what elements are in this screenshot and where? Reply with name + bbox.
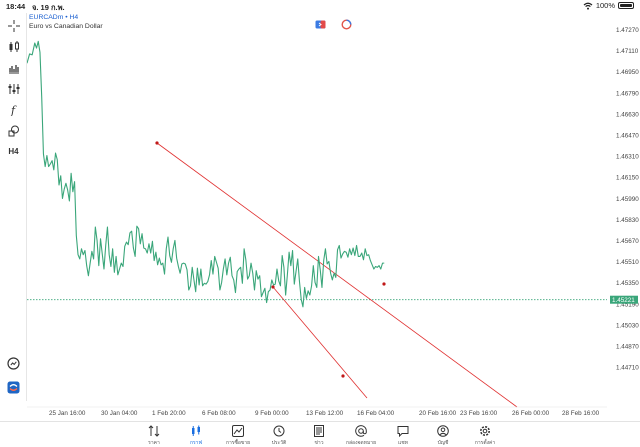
price-series-line (26, 40, 385, 308)
price-tick-label: 1.45190 (616, 301, 639, 308)
status-date: จ. 19 ก.พ. (32, 3, 65, 12)
objects-icon[interactable] (4, 122, 23, 139)
search-icon[interactable] (4, 355, 23, 372)
price-tick-label: 1.45350 (616, 280, 639, 287)
indicators-icon[interactable] (4, 80, 23, 97)
nav-settings-label: การตั้งค่า (474, 440, 496, 446)
lower-trend-line[interactable] (272, 286, 368, 399)
status-bar: 18:44 จ. 19 ก.พ. 100% (0, 0, 640, 13)
nav-mailbox-label: กล่องจดหมาย (345, 440, 377, 446)
nav-chat[interactable]: แชท (385, 424, 421, 447)
time-tick-label: 13 Feb 12:00 (306, 410, 344, 417)
lower-trend-line-anchor[interactable] (271, 285, 275, 289)
price-tick-label: 1.45510 (616, 259, 639, 266)
mailbox-icon (343, 424, 379, 438)
nav-quotes[interactable]: ราคา (136, 424, 172, 447)
bars-icon[interactable] (4, 59, 23, 76)
time-tick-label: 6 Feb 08:00 (202, 410, 236, 417)
price-tick-label: 1.47270 (616, 27, 639, 34)
status-time: 18:44 (6, 2, 26, 11)
crosshair-icon[interactable] (4, 17, 23, 34)
price-axis: 1.47270 1.47110 1.46950 1.46790 1.46630 1.464… (616, 27, 639, 372)
price-tick-label: 1.44710 (616, 365, 639, 372)
nav-trade[interactable]: การซื้อขาย (220, 424, 256, 447)
chat-icon (385, 424, 421, 438)
time-tick-label: 23 Feb 16:00 (460, 410, 498, 417)
timeframe-label: H4 (8, 147, 19, 156)
time-tick-label: 25 Jan 16:00 (49, 410, 86, 417)
price-tick-label: 1.46790 (616, 90, 639, 97)
wifi-icon (583, 2, 593, 10)
price-chart[interactable]: 1.47270 1.47110 1.46950 1.46790 1.46630 1.464… (26, 13, 640, 421)
nav-mailbox[interactable]: กล่องจดหมาย (343, 424, 379, 447)
lower-trend-line-anchor[interactable] (341, 374, 345, 378)
symbol-description: Euro vs Canadian Dollar (29, 22, 103, 30)
nav-account-label: บัญชี (437, 440, 449, 446)
left-toolbar: f H4 (0, 13, 27, 401)
news-icon (301, 424, 337, 438)
history-icon (261, 424, 297, 438)
candles-icon[interactable] (4, 38, 23, 55)
nav-quotes-label: ราคา (148, 440, 160, 446)
trade-icon (220, 424, 256, 438)
price-tick-label: 1.46310 (616, 154, 639, 161)
price-tick-label: 1.45670 (616, 238, 639, 245)
price-tick-label: 1.44870 (616, 344, 639, 351)
time-tick-label: 16 Feb 04:00 (357, 410, 395, 417)
price-tick-label: 1.46150 (616, 175, 639, 182)
battery-icon (618, 2, 634, 9)
settings-icon (467, 424, 503, 438)
account-icon (425, 424, 461, 438)
nav-chart[interactable]: กราฟ (178, 424, 214, 447)
nav-history[interactable]: ประวัติ (261, 424, 297, 447)
bottom-navigation: ราคา กราฟ การซื้อขาย ประวัติ ข่าว กล่องจ… (0, 421, 640, 447)
one-click-trade-icon[interactable] (314, 19, 326, 29)
status-right: 100% (583, 1, 634, 10)
chart-icon (178, 424, 214, 438)
price-tick-label: 1.46470 (616, 133, 639, 140)
price-tick-label: 1.46630 (616, 111, 639, 118)
quotes-icon (136, 424, 172, 438)
price-tick-label: 1.45830 (616, 217, 639, 224)
nav-history-label: ประวัติ (271, 440, 287, 446)
upper-trend-line-anchor[interactable] (155, 141, 159, 145)
nav-chart-label: กราฟ (189, 440, 203, 446)
symbol-title[interactable]: EURCADm • H4 (29, 14, 79, 21)
nav-news-label: ข่าว (314, 440, 324, 446)
nav-chat-label: แชท (398, 440, 408, 446)
nav-news[interactable]: ข่าว (301, 424, 337, 447)
price-tick-label: 1.47110 (616, 48, 639, 55)
time-axis: 25 Jan 16:00 30 Jan 04:00 1 Feb 20:00 6 Feb… (49, 410, 600, 417)
symbol-header: EURCADm • H4 Euro vs Canadian Dollar (29, 14, 103, 31)
svg-text:f: f (10, 104, 17, 116)
time-tick-label: 9 Feb 00:00 (255, 410, 289, 417)
chart-area[interactable]: 1.47270 1.47110 1.46950 1.46790 1.46630 1.464… (26, 13, 640, 421)
time-tick-label: 26 Feb 00:00 (512, 410, 550, 417)
time-tick-label: 30 Jan 04:00 (101, 410, 138, 417)
trend-lines (155, 141, 518, 408)
price-tick-label: 1.45030 (616, 322, 639, 329)
battery-percent: 100% (595, 1, 615, 10)
upper-trend-line[interactable] (156, 142, 518, 408)
price-tick-label: 1.46950 (616, 69, 639, 76)
upper-trend-line-anchor[interactable] (382, 282, 386, 286)
current-price-tag: 1.45221 (610, 295, 638, 304)
time-tick-label: 28 Feb 16:00 (562, 410, 600, 417)
price-tick-label: 1.45990 (616, 196, 639, 203)
current-price-label: 1.45221 (612, 297, 635, 304)
app-logo-icon[interactable] (4, 379, 23, 396)
sync-icon[interactable] (340, 18, 352, 30)
nav-settings[interactable]: การตั้งค่า (467, 424, 503, 447)
time-tick-label: 20 Feb 16:00 (419, 410, 457, 417)
nav-account[interactable]: บัญชี (425, 424, 461, 447)
timeframe-button[interactable]: H4 (4, 143, 23, 160)
function-icon[interactable]: f (4, 101, 23, 118)
time-tick-label: 1 Feb 20:00 (152, 410, 186, 417)
nav-trade-label: การซื้อขาย (225, 440, 251, 446)
